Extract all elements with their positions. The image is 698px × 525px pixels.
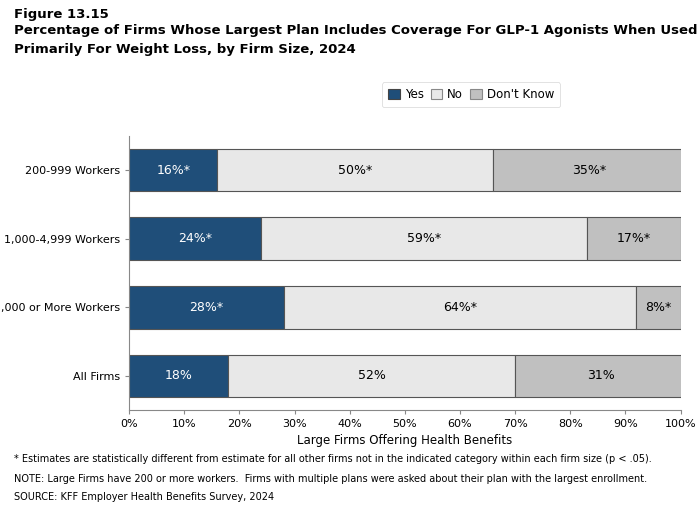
Bar bbox=[493, 149, 686, 192]
Text: 8%*: 8%* bbox=[646, 301, 671, 314]
Text: 17%*: 17%* bbox=[616, 232, 651, 245]
X-axis label: Large Firms Offering Health Benefits: Large Firms Offering Health Benefits bbox=[297, 434, 512, 447]
Text: NOTE: Large Firms have 200 or more workers.  Firms with multiple plans were aske: NOTE: Large Firms have 200 or more worke… bbox=[14, 474, 647, 484]
Legend: Yes, No, Don't Know: Yes, No, Don't Know bbox=[382, 82, 560, 107]
Bar bbox=[129, 286, 283, 329]
Text: Primarily For Weight Loss, by Firm Size, 2024: Primarily For Weight Loss, by Firm Size,… bbox=[14, 43, 356, 56]
Text: 31%: 31% bbox=[587, 370, 614, 382]
Text: SOURCE: KFF Employer Health Benefits Survey, 2024: SOURCE: KFF Employer Health Benefits Sur… bbox=[14, 492, 274, 502]
Text: 28%*: 28%* bbox=[189, 301, 223, 314]
Bar bbox=[637, 286, 681, 329]
Text: 64%*: 64%* bbox=[443, 301, 477, 314]
Text: Percentage of Firms Whose Largest Plan Includes Coverage For GLP-1 Agonists When: Percentage of Firms Whose Largest Plan I… bbox=[14, 24, 697, 37]
Bar bbox=[129, 149, 217, 192]
Text: * Estimates are statistically different from estimate for all other firms not in: * Estimates are statistically different … bbox=[14, 454, 652, 464]
Bar bbox=[228, 354, 515, 397]
Bar bbox=[587, 217, 681, 260]
Text: 35%*: 35%* bbox=[572, 164, 607, 176]
Bar bbox=[515, 354, 686, 397]
Text: Figure 13.15: Figure 13.15 bbox=[14, 8, 109, 21]
Bar bbox=[262, 217, 587, 260]
Bar bbox=[217, 149, 493, 192]
Text: 18%: 18% bbox=[165, 370, 193, 382]
Bar bbox=[129, 217, 262, 260]
Text: 24%*: 24%* bbox=[178, 232, 212, 245]
Text: 50%*: 50%* bbox=[338, 164, 372, 176]
Text: 16%*: 16%* bbox=[156, 164, 191, 176]
Text: 59%*: 59%* bbox=[407, 232, 441, 245]
Bar bbox=[129, 354, 228, 397]
Text: 52%: 52% bbox=[358, 370, 386, 382]
Bar bbox=[283, 286, 637, 329]
